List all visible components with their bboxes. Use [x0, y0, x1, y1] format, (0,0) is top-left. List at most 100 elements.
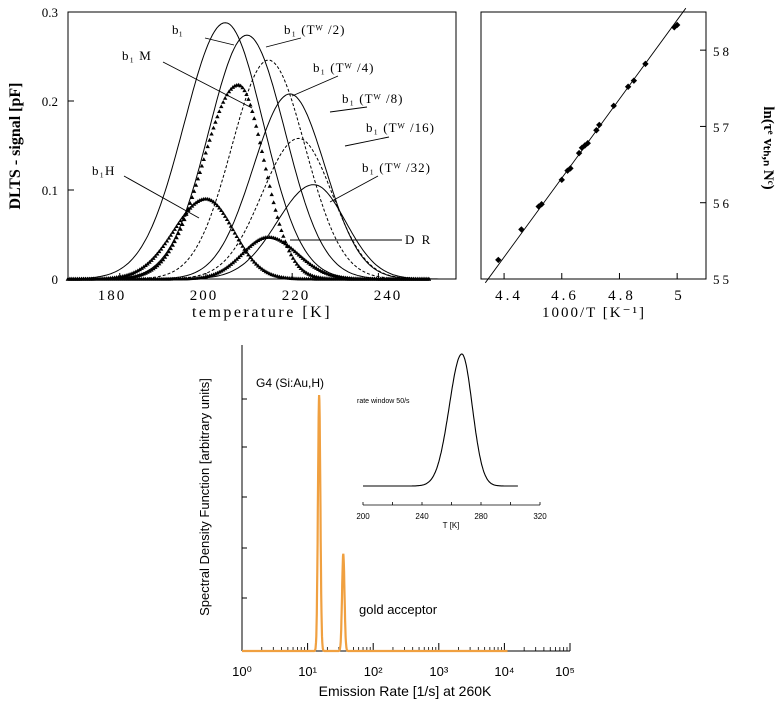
arrhenius-data-point — [673, 21, 681, 29]
dlts-marker — [172, 239, 177, 244]
arrhenius-xtick-label: 5 — [674, 288, 682, 304]
dlts-marker — [279, 228, 284, 232]
dlts-marker — [269, 192, 274, 197]
dlts-marker — [219, 208, 224, 213]
dlts-leader-line — [329, 106, 368, 113]
dlts-marker — [296, 252, 302, 257]
arrhenius-data-point — [567, 165, 574, 172]
arrhenius-data-point — [581, 142, 589, 149]
dlts-marker — [292, 249, 298, 254]
laplace-xtick-label: 10¹ — [298, 664, 317, 679]
dlts-leader-line — [265, 37, 302, 48]
dlts-marker — [197, 170, 203, 175]
dlts-series-line — [68, 137, 448, 280]
dlts-marker — [288, 245, 294, 250]
dlts-marker — [164, 252, 170, 257]
arrhenius-xtick-label: 4.4 — [495, 288, 523, 304]
dlts-marker — [211, 125, 216, 130]
dlts-marker — [244, 92, 249, 97]
arrhenius-xtick-label: 4.6 — [551, 288, 579, 304]
dlts-marker — [238, 240, 243, 245]
dlts-marker — [302, 257, 307, 262]
dlts-marker — [288, 252, 294, 257]
dlts-marker — [221, 267, 226, 272]
dlts-marker — [166, 235, 172, 240]
arrhenius-points — [495, 21, 681, 264]
dlts-marker — [184, 210, 189, 215]
dlts-marker — [139, 266, 144, 270]
dlts-marker — [226, 89, 232, 94]
dlts-marker — [221, 211, 226, 215]
dlts-marker — [300, 256, 305, 260]
dlts-marker — [248, 255, 253, 259]
dlts-marker — [213, 201, 218, 206]
dlts-leader-line — [329, 175, 379, 203]
dlts-marker — [147, 268, 152, 273]
arrhenius-data-point — [584, 140, 591, 147]
dlts-curves — [65, 22, 448, 281]
dlts-marker — [199, 163, 205, 168]
dlts-marker — [221, 99, 226, 104]
label-b1-h: b₁H — [92, 163, 115, 178]
dlts-marker — [292, 259, 298, 263]
label-b1: b₁ — [172, 22, 183, 37]
dlts-leader-lines — [123, 37, 402, 241]
dlts-marker — [296, 264, 302, 268]
inset-title: rate window 50/s — [357, 398, 410, 405]
dlts-marker — [257, 265, 263, 270]
arrhenius-data-point — [535, 203, 542, 210]
dlts-marker — [222, 266, 228, 271]
dlts-marker — [178, 218, 183, 223]
dlts-marker — [253, 239, 259, 244]
dlts-marker — [189, 195, 195, 199]
dlts-marker — [188, 205, 193, 210]
arrhenius-data-point — [538, 201, 545, 208]
dlts-ytick-label: 0.3 — [42, 5, 58, 20]
dlts-leader-line — [123, 175, 200, 219]
laplace-xtick-label: 10⁵ — [555, 664, 575, 679]
dlts-marker — [219, 104, 224, 109]
arrhenius-data-point — [596, 121, 603, 129]
dlts-marker — [207, 137, 212, 142]
dlts-marker — [259, 149, 265, 153]
dlts-series-markers — [65, 196, 432, 281]
dlts-marker — [222, 95, 228, 100]
dlts-marker — [168, 232, 174, 237]
dlts-marker — [277, 221, 282, 226]
label-b1-tw16: b₁ (Tᵂ /16) — [366, 120, 435, 135]
dlts-marker — [246, 252, 251, 257]
dlts-marker — [290, 247, 296, 252]
dlts-xtick-label: 200 — [190, 288, 219, 304]
dlts-marker — [188, 201, 193, 205]
dlts-marker — [300, 268, 305, 272]
dlts-marker — [228, 223, 234, 228]
dlts-marker — [265, 175, 271, 180]
arrhenius-data-point — [575, 149, 583, 157]
arrhenius-data-point — [630, 77, 638, 84]
dlts-marker — [275, 215, 280, 219]
arrhenius-x-axis-title: 1000/T [K⁻¹] — [542, 305, 646, 321]
dlts-marker — [285, 242, 290, 247]
dlts-marker — [240, 85, 245, 90]
dlts-leader-line — [204, 37, 235, 46]
inset-x-axis-title: T [K] — [443, 521, 460, 530]
laplace-xtick-label: 10² — [364, 664, 383, 679]
inset-xtick-label: 240 — [415, 512, 429, 521]
dlts-marker — [158, 246, 164, 251]
dlts-marker — [273, 207, 278, 212]
dlts-marker — [160, 257, 166, 262]
dlts-marker — [230, 85, 236, 89]
arrhenius-data-point — [593, 127, 600, 134]
dlts-marker — [253, 123, 259, 128]
dlts-marker — [304, 259, 309, 264]
laplace-spectrum-line — [242, 394, 508, 653]
annotation-gold-acceptor: gold acceptor — [359, 602, 438, 617]
dlts-marker — [226, 220, 232, 225]
dlts-marker — [255, 263, 261, 268]
arrhenius-ytick-label: 58 — [713, 44, 732, 59]
arrhenius-data-point — [624, 83, 632, 90]
label-dr: D R — [405, 232, 432, 247]
dlts-marker — [155, 251, 160, 256]
arrhenius-plot-frame — [480, 11, 707, 280]
